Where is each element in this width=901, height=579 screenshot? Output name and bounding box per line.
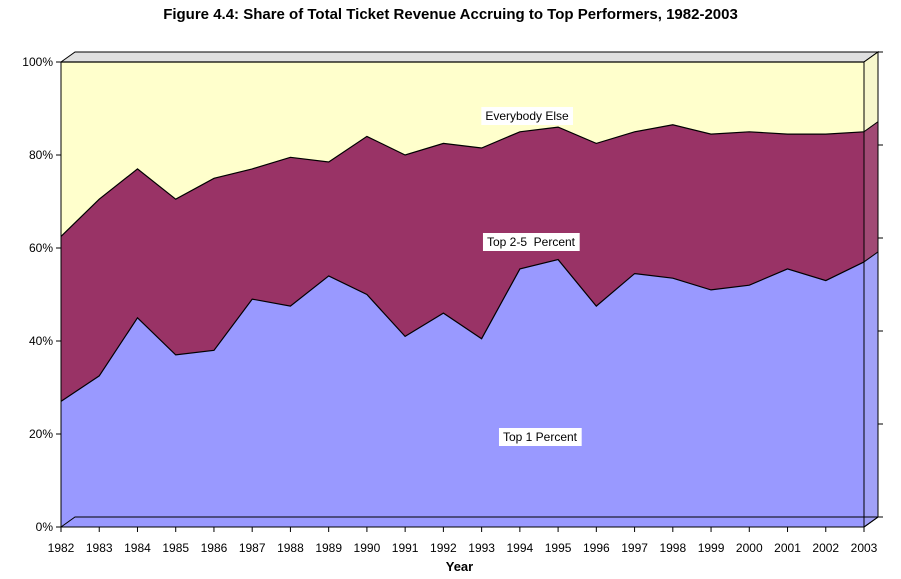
x-tick-label: 2001: [774, 541, 801, 555]
series-label-text: Top 1 Percent: [503, 430, 578, 444]
series-label-everybody-else: Everybody Else: [481, 107, 574, 125]
y-tick-label: 20%: [29, 427, 53, 441]
x-tick-label: 1990: [354, 541, 381, 555]
chart-areas: [60, 51, 879, 528]
side-top-2-5-percent: [863, 120, 879, 263]
chart-title: Figure 4.4: Share of Total Ticket Revenu…: [163, 6, 738, 23]
line-top-1-percent: [60, 258, 865, 402]
wall-top: [59, 51, 880, 63]
x-tick-label: 1996: [583, 541, 610, 555]
series-label-box: [482, 233, 580, 251]
x-axis-title: Year: [446, 559, 473, 574]
y-tick-label: 60%: [29, 241, 53, 255]
x-tick-label: 1992: [430, 541, 457, 555]
x-tick-label: 2003: [851, 541, 878, 555]
x-tick-label: 1984: [124, 541, 151, 555]
x-tick-label: 1988: [277, 541, 304, 555]
side-everybody-else: [863, 51, 879, 133]
x-tick-label: 1982: [48, 541, 75, 555]
x-tick-label: 1997: [621, 541, 648, 555]
x-tick-label: 1986: [201, 541, 228, 555]
x-tick-label: 1985: [162, 541, 189, 555]
x-tick-label: 1987: [239, 541, 266, 555]
x-tick-label: 2000: [736, 541, 763, 555]
series-label-text: Top 2-5 Percent: [487, 235, 576, 249]
y-tick-label: 0%: [36, 520, 54, 534]
y-tick-label: 80%: [29, 148, 53, 162]
x-tick-label: 1999: [698, 541, 725, 555]
area-everybody-else: [61, 62, 864, 237]
area-top-1-percent: [61, 259, 864, 527]
x-tick-label: 2002: [812, 541, 839, 555]
x-tick-label: 1994: [507, 541, 534, 555]
x-tick-label: 1993: [468, 541, 495, 555]
series-label-top-2-5-percent: Top 2-5 Percent: [482, 233, 580, 251]
x-tick-label: 1983: [86, 541, 113, 555]
series-label-box: [481, 107, 574, 125]
chart-labels: 0% 20% 40% 60% 80% 100% 1982 1983 1984 1985 1986 19…: [22, 55, 877, 574]
series-label-box: [498, 428, 582, 446]
area-top-2-5-percent: [61, 124, 864, 402]
x-tick-label: 1991: [392, 541, 419, 555]
line-top-2-5-percent: [60, 124, 865, 237]
side-top-1-percent: [863, 250, 879, 528]
y-tick-label: 100%: [22, 55, 53, 69]
x-tick-label: 1989: [315, 541, 342, 555]
y-tick-label: 40%: [29, 334, 53, 348]
series-label-top-1-percent: Top 1 Percent: [498, 428, 582, 446]
x-tick-label: 1998: [659, 541, 686, 555]
chart-axes: [56, 51, 883, 532]
series-label-text: Everybody Else: [485, 109, 569, 123]
x-tick-label: 1995: [545, 541, 572, 555]
